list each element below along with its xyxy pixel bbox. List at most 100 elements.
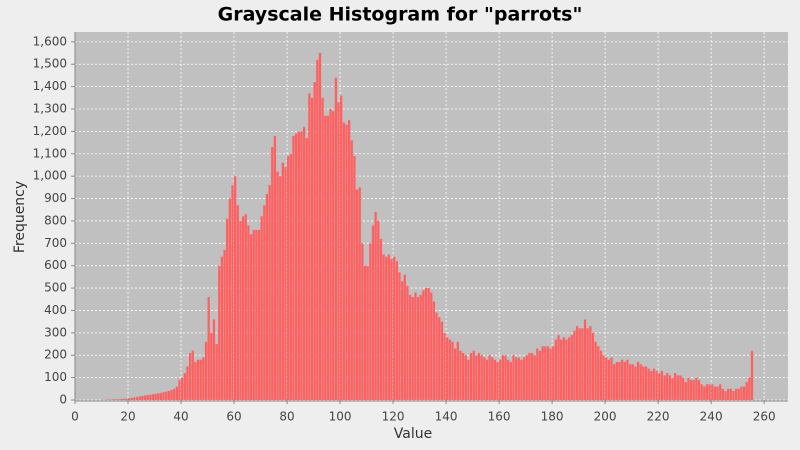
bar xyxy=(263,205,266,400)
bar xyxy=(149,394,152,400)
bar xyxy=(618,361,621,400)
bar xyxy=(302,126,306,400)
bar xyxy=(589,326,592,400)
bar xyxy=(570,335,573,400)
bar xyxy=(451,341,454,400)
bar xyxy=(257,229,261,400)
x-tick-label: 80 xyxy=(279,410,294,424)
bar xyxy=(374,211,377,400)
bar xyxy=(342,122,345,400)
bar xyxy=(231,185,234,400)
bar xyxy=(398,272,401,400)
x-tick-label: 0 xyxy=(71,410,79,424)
bar xyxy=(154,393,157,400)
bar xyxy=(114,399,118,400)
bar xyxy=(459,350,462,400)
y-tick-label: 500 xyxy=(44,281,67,295)
bar xyxy=(173,388,176,400)
bar xyxy=(536,348,539,400)
bar xyxy=(112,399,115,400)
bar xyxy=(337,102,340,400)
bar xyxy=(737,388,740,400)
bar xyxy=(350,140,353,400)
bar xyxy=(345,124,348,400)
bar xyxy=(276,171,279,400)
bar xyxy=(748,377,751,400)
bar xyxy=(406,285,409,400)
bar xyxy=(578,328,581,400)
bar xyxy=(446,337,449,400)
bar xyxy=(234,176,237,400)
bar xyxy=(289,153,292,400)
x-tick-label: 120 xyxy=(382,410,405,424)
bar xyxy=(422,290,425,400)
bar xyxy=(202,357,205,400)
y-tick-label: 900 xyxy=(44,191,67,205)
y-tick-label: 0 xyxy=(59,393,67,407)
bar xyxy=(573,330,576,400)
bar xyxy=(287,156,290,400)
bar xyxy=(671,377,674,400)
bar xyxy=(260,216,263,400)
bar xyxy=(724,391,727,400)
bar xyxy=(220,256,224,400)
bar xyxy=(655,370,658,400)
bar xyxy=(207,297,210,400)
bar xyxy=(143,395,147,400)
bar xyxy=(538,350,542,400)
bar xyxy=(159,392,163,400)
bar xyxy=(255,229,258,400)
bar xyxy=(658,373,661,400)
x-tick-label: 60 xyxy=(226,410,241,424)
bar xyxy=(586,328,589,400)
bar xyxy=(252,229,255,400)
bar xyxy=(419,294,422,400)
bar xyxy=(491,357,494,400)
x-tick-label: 100 xyxy=(329,410,352,424)
bar xyxy=(623,361,626,400)
y-tick-label: 600 xyxy=(44,258,67,272)
bar xyxy=(183,373,186,400)
bar xyxy=(403,274,406,400)
bar xyxy=(692,379,695,400)
bar xyxy=(631,364,634,400)
bar xyxy=(122,398,125,400)
bar xyxy=(591,332,595,400)
bar xyxy=(594,341,597,400)
bar xyxy=(642,366,645,400)
bar xyxy=(215,344,218,400)
bar xyxy=(414,292,417,400)
bar xyxy=(626,359,629,400)
bar xyxy=(385,256,388,400)
bar xyxy=(583,319,587,400)
x-axis-title: Value xyxy=(394,426,432,442)
bar xyxy=(475,355,478,400)
bar xyxy=(181,377,184,400)
bar xyxy=(321,97,324,401)
bar xyxy=(639,364,642,400)
bar xyxy=(188,352,192,400)
x-tick-label: 220 xyxy=(647,410,670,424)
y-tick-label: 1,300 xyxy=(33,102,67,116)
bar xyxy=(228,198,231,400)
bar xyxy=(223,250,226,400)
bar xyxy=(607,359,611,400)
bar xyxy=(499,359,502,400)
y-tick-label: 200 xyxy=(44,348,67,362)
x-tick-label: 240 xyxy=(700,410,723,424)
bar xyxy=(716,386,719,400)
bar xyxy=(546,346,550,400)
bar xyxy=(501,355,504,400)
bar xyxy=(249,234,253,400)
y-tick-label: 1,400 xyxy=(33,79,67,93)
bar xyxy=(560,339,563,400)
bar xyxy=(141,395,144,400)
bar xyxy=(271,147,274,400)
bar xyxy=(326,115,330,400)
bar xyxy=(750,350,754,400)
bar xyxy=(522,357,526,400)
bar xyxy=(265,194,269,400)
bar xyxy=(199,359,202,400)
bar xyxy=(273,135,277,400)
